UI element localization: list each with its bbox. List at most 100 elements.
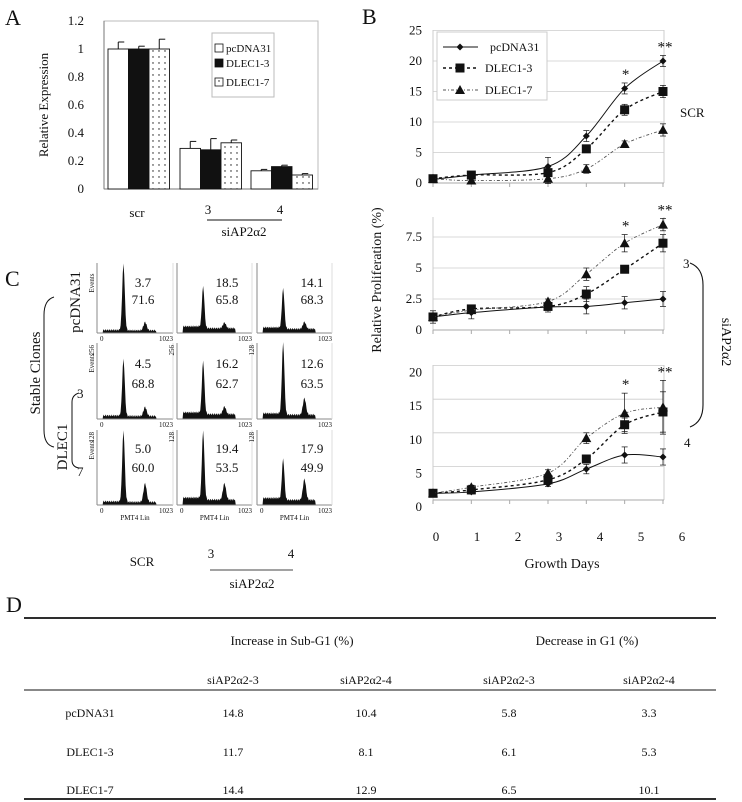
bar-DLEC1-3: [271, 166, 293, 190]
y-tick-label: 10: [409, 114, 422, 129]
y-tick-label: 10: [409, 432, 422, 447]
significance-star: *: [622, 219, 630, 235]
panel-b-letter: B: [362, 4, 377, 29]
legend-label: pcDNA31: [490, 40, 539, 54]
x-max-label: 1023: [159, 335, 174, 343]
histogram-cell: 18.5 65.8 1023: [176, 263, 253, 343]
table-cell: 8.1: [359, 745, 374, 759]
table-row: DLEC1-3 11.7 8.1 6.1 5.3: [66, 745, 656, 759]
table-cell: 6.5: [502, 783, 517, 797]
x-max-label: 1023: [238, 507, 253, 515]
bar-DLEC1-7: [148, 48, 170, 190]
triangle-marker: [657, 402, 668, 412]
column-header: siAP2α2-4: [623, 673, 675, 687]
triangle-marker: [466, 482, 477, 492]
sub-g1-percent: 3.7: [135, 275, 152, 290]
table-cell: 12.9: [356, 783, 377, 797]
square-marker: [581, 454, 591, 464]
triangle-marker: [619, 138, 630, 148]
row-label: DLEC1-3: [66, 745, 113, 759]
y-tick-label: 5: [416, 465, 423, 480]
triangle-marker: [581, 163, 592, 173]
y-tick-label: 25: [409, 23, 422, 38]
x-tick-label: 1: [474, 529, 481, 544]
table-row: pcDNA31 14.8 10.4 5.8 3.3: [65, 706, 656, 720]
g1-percent: 63.5: [301, 376, 324, 391]
x-tick-label: 2: [515, 529, 522, 544]
legend-swatch: [214, 58, 224, 68]
panel-c-col-scr: SCR: [130, 554, 155, 569]
x-tick-label: 5: [638, 529, 645, 544]
table-cell: 10.1: [639, 783, 660, 797]
y-tick-label: 0: [416, 322, 423, 337]
series-line-DLEC1-7: [432, 224, 664, 318]
triangle-marker: [455, 85, 465, 94]
bar-DLEC1-7: [220, 142, 242, 190]
pmt4-lin-label: PMT4 Lin: [120, 514, 150, 522]
panel-b-bracket-top: 3: [683, 256, 690, 271]
square-marker: [543, 475, 553, 485]
panel-c-row-pcdna31: pcDNA31: [68, 271, 84, 333]
diamond-marker: [582, 465, 590, 473]
legend-label: DLEC1-7: [226, 77, 270, 89]
events-axis-label: Events: [88, 353, 96, 372]
diamond-marker: [621, 451, 629, 459]
triangle-marker: [657, 219, 668, 229]
g1-percent: 62.7: [216, 376, 239, 391]
y-tick-label: 15: [409, 84, 422, 99]
square-marker: [658, 87, 668, 96]
significance-star: *: [622, 67, 630, 83]
y-tick-label: 0.4: [68, 125, 85, 140]
table-row: DLEC1-7 14.4 12.9 6.5 10.1: [66, 783, 659, 797]
y-tick-label: 15: [409, 398, 422, 413]
square-marker: [455, 63, 465, 73]
x-max-label: 1023: [238, 335, 253, 343]
y-tick-label: 0: [416, 175, 423, 190]
y-max-label: 256: [88, 345, 96, 356]
panel-a-ylabel: Relative Expression: [36, 52, 51, 157]
bar-pcDNA31: [107, 48, 129, 190]
panel-c-row-3: 3: [77, 386, 84, 401]
g1-percent: 60.0: [132, 460, 155, 475]
histogram-trace: [179, 430, 250, 505]
table-cell: 11.7: [223, 745, 244, 759]
significance-star: *: [622, 377, 630, 393]
diamond-marker: [621, 299, 629, 307]
bar-pcDNA31: [179, 147, 201, 190]
square-marker: [620, 105, 630, 115]
x-max-label: 1023: [318, 507, 333, 515]
significance-star: **: [657, 40, 672, 56]
y-max-label: 128: [88, 432, 96, 443]
significance-star: **: [657, 364, 672, 380]
histogram-trace: [179, 285, 250, 333]
legend-label: DLEC1-3: [485, 61, 532, 75]
bar-DLEC1-3: [200, 149, 222, 190]
x-max-label: 1023: [159, 507, 174, 515]
legend-swatch: [214, 77, 224, 87]
x-min-label: 0: [180, 507, 184, 515]
histogram-trace: [179, 360, 250, 419]
group-header: Increase in Sub-G1 (%): [230, 633, 353, 648]
panel-b-bracket-label: siAP2α2: [718, 318, 733, 367]
sub-g1-percent: 16.2: [216, 356, 239, 371]
g1-percent: 53.5: [216, 460, 239, 475]
table-cell: 10.4: [356, 706, 377, 720]
histogram-cell: 14.1 68.3 1023: [256, 263, 333, 343]
panel-c-col-4: 4: [288, 546, 295, 561]
square-marker: [658, 238, 668, 248]
x-min-label: 0: [100, 335, 104, 343]
events-axis-label: Events: [88, 440, 96, 459]
y-max-label: 128: [168, 432, 176, 443]
panel-b-scr-label: SCR: [680, 105, 705, 120]
panel-a-letter: A: [5, 5, 21, 30]
triangle-marker: [619, 238, 630, 248]
square-marker: [543, 168, 553, 178]
triangle-marker: [466, 305, 477, 315]
triangle-marker: [428, 173, 438, 183]
panel-c-histograms: 3.7 71.6 1023 0 Events 18.5 65.8 1023 14.1 68.3 10…: [88, 263, 333, 522]
histogram-cell: 16.2 62.7 1023 256: [168, 343, 253, 429]
